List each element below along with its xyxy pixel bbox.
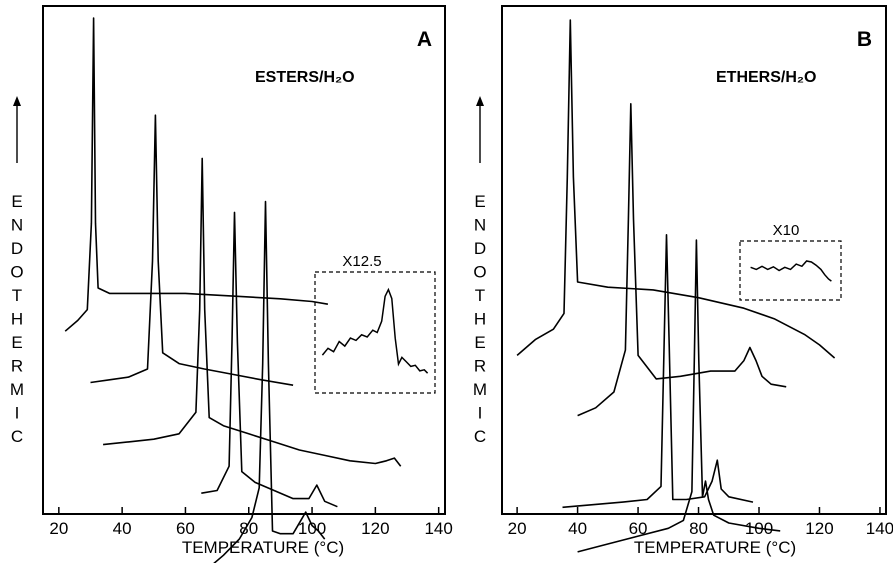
inset-curve [321,287,429,374]
inset-label: X12.5 [342,253,381,270]
inset-box [739,240,842,301]
inset-curve [750,260,832,282]
series-curve-3 [103,157,402,467]
series-curve-3 [562,234,754,509]
series-curve-5 [213,200,326,563]
x-tick-label: 20 [49,519,68,538]
x-tick-label: 80 [239,519,258,538]
series-curve-2 [577,103,787,417]
curves [516,19,836,553]
series-curve-2 [90,114,294,386]
plot-frame [501,5,887,515]
x-axis: 20 40 60 80 100 120 140 [508,507,893,538]
ylabel-arrow-head [476,96,484,106]
series-curve-1 [516,19,836,359]
x-axis: 20 40 60 80 100 120 140 [49,507,453,538]
x-axis-label: TEMPERATURE (°C) [634,538,796,557]
series-curve-4 [201,211,338,508]
series-curve-1 [64,17,329,332]
x-tick-label: 120 [361,519,389,538]
panel-a: A ESTERS/H₂O 20 40 60 80 100 120 140 TEMPERATU… [42,5,453,563]
plot-frame [42,5,446,515]
panel-letter: A [417,28,432,51]
x-tick-label: 140 [424,519,452,538]
inset-label: X10 [773,222,800,239]
x-tick-label: 20 [508,519,527,538]
x-axis-label: TEMPERATURE (°C) [182,538,344,557]
ylabel-arrow-head [13,96,21,106]
x-tick-label: 80 [689,519,708,538]
sample-label: ESTERS/H₂O [255,69,355,86]
panel-letter: B [857,28,872,51]
series-curve-4 [577,239,781,553]
x-tick-label: 40 [568,519,587,538]
x-tick-label: 140 [866,519,893,538]
x-tick-label: 60 [629,519,648,538]
x-tick-label: 40 [113,519,132,538]
sample-label: ETHERS/H₂O [716,69,816,86]
panel-b: B ETHERS/H₂O 20 40 60 80 100 120 140 TEMPERATU… [501,5,893,557]
curves [64,17,402,563]
inset-box [314,271,436,394]
x-tick-label: 60 [176,519,195,538]
x-tick-label: 120 [805,519,833,538]
